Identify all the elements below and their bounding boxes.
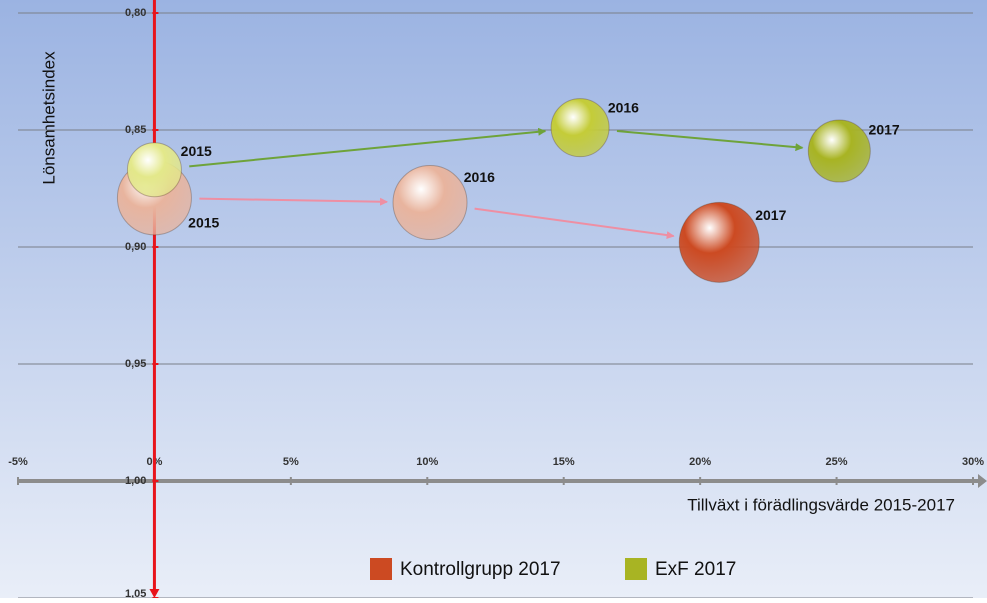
- bubble: [392, 165, 468, 241]
- y-axis-label: Lönsamhetsindex: [39, 51, 58, 185]
- bubble: [678, 201, 760, 283]
- x-tick-label: 20%: [689, 456, 711, 468]
- y-tick-label: 1,00: [125, 475, 146, 487]
- bubble: [550, 98, 610, 158]
- y-tick-label: 0,95: [125, 358, 146, 370]
- trend-arrow: [199, 197, 389, 206]
- legend-swatch: [625, 558, 647, 580]
- x-tick-label: 10%: [416, 456, 438, 468]
- x-tick-label: 30%: [962, 456, 984, 468]
- x-axis-label: Tillväxt i förädlingsvärde 2015-2017: [687, 495, 955, 514]
- bubble: [126, 142, 182, 198]
- y-axis-arrow: [149, 589, 160, 598]
- trend-arrow: [189, 127, 547, 168]
- legend-label: ExF 2017: [655, 559, 736, 580]
- point-label: 2015: [181, 143, 212, 159]
- bubble: [807, 119, 871, 183]
- x-tick-label: 15%: [553, 456, 575, 468]
- y-tick-label: 0,80: [125, 7, 146, 19]
- trend-arrow: [616, 129, 804, 152]
- y-tick-label: 1,05: [125, 588, 146, 598]
- x-tick-label: 5%: [283, 456, 299, 468]
- y-tick-label: 0,85: [125, 124, 146, 136]
- x-tick-label: -5%: [8, 456, 28, 468]
- legend-swatch: [370, 558, 392, 580]
- x-axis-arrow: [978, 474, 987, 488]
- point-label: 2017: [869, 122, 900, 138]
- legend-label: Kontrollgrupp 2017: [400, 559, 561, 580]
- x-tick-label: 25%: [826, 456, 848, 468]
- y-tick-label: 0,90: [125, 241, 146, 253]
- point-label: 2015: [188, 214, 219, 230]
- trend-arrow: [474, 207, 675, 240]
- point-label: 2017: [755, 207, 786, 223]
- point-label: 2016: [464, 169, 495, 185]
- point-label: 2016: [608, 100, 639, 116]
